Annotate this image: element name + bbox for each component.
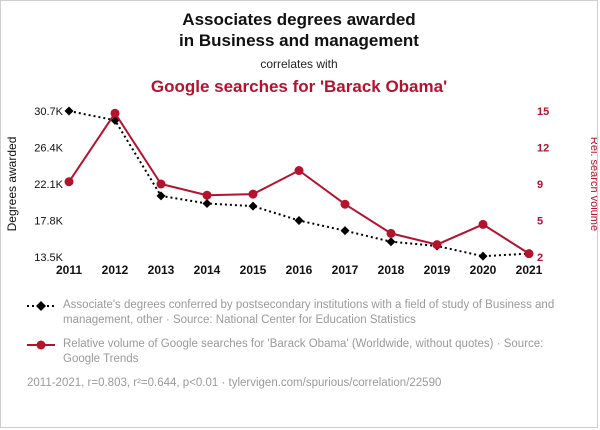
left-axis-tick: 26.4K [34,143,63,155]
circle-marker [64,177,74,187]
left-axis-title: Degrees awarded [5,137,19,232]
x-axis-tick: 2020 [470,263,497,277]
diamond-marker [64,106,74,116]
x-axis-tick: 2012 [102,263,129,277]
x-axis-tick: 2014 [194,263,221,277]
chart-svg: 30.7K 26.4K 22.1K 17.8K 13.5K 15 12 9 5 2 2011 2012… [5,106,598,277]
legend-row-searches: Relative volume of Google searches for '… [1,337,597,366]
degrees-legend-icon [27,301,55,312]
left-axis-tick: 30.7K [34,106,63,118]
diamond-marker [386,237,396,247]
correlates-with-label: correlates with [260,57,338,72]
series-line [68,111,530,255]
red-subtitle: Google searches for 'Barack Obama' [150,77,448,97]
x-axis-tick: 2013 [148,263,175,277]
legend-row-degrees: Associate's degrees conferred by postsec… [1,298,597,327]
right-axis-tick: 12 [537,143,549,155]
circle-marker [202,191,212,201]
diamond-marker [294,216,304,226]
x-axis-tick: 2016 [286,263,313,277]
x-axis-tick: 2018 [378,263,405,277]
legend-degrees-text: Associate's degrees conferred by postsec… [63,299,555,327]
x-axis-tick: 2017 [332,263,359,277]
diamond-marker [156,191,166,201]
searches-legend-icon [27,340,55,350]
right-axis-tick: 9 [537,179,543,191]
diamond-marker [340,226,350,236]
footer-stats: 2011-2021, r=0.803, r²=0.644, p<0.01 · t… [27,377,442,390]
page-title-line1: Associates degrees awarded [182,10,416,29]
right-axis-title: Rel. search volume [588,137,598,231]
legend-searches-text: Relative volume of Google searches for '… [63,337,544,365]
chart-area: 30.7K 26.4K 22.1K 17.8K 13.5K 15 12 9 5 2 2011 2012… [1,99,598,289]
x-axis-tick: 2021 [516,263,543,277]
diamond-marker [478,252,488,262]
circle-marker [386,229,396,239]
circle-marker [294,166,304,176]
circle-marker [432,240,442,250]
circle-marker [110,109,120,119]
left-axis-tick: 22.1K [34,179,63,191]
circle-marker [524,249,534,259]
right-axis-tick: 5 [537,216,543,228]
page-title-line2: in Business and management [179,30,419,50]
x-axis-tick: 2011 [56,263,82,277]
diamond-marker [202,199,212,209]
left-axis-tick: 13.5K [34,252,63,264]
circle-marker [478,220,488,230]
diamond-marker [248,202,258,212]
right-axis-tick: 2 [537,252,543,264]
x-axis-tick: 2015 [240,263,267,277]
right-axis-tick: 15 [537,106,549,118]
circle-marker [248,190,258,200]
header: Associates degrees awarded in Business a… [1,1,597,97]
x-axis-tick: 2019 [424,263,451,277]
left-axis-tick: 17.8K [34,216,63,228]
circle-marker [340,200,350,210]
circle-marker [156,179,166,189]
